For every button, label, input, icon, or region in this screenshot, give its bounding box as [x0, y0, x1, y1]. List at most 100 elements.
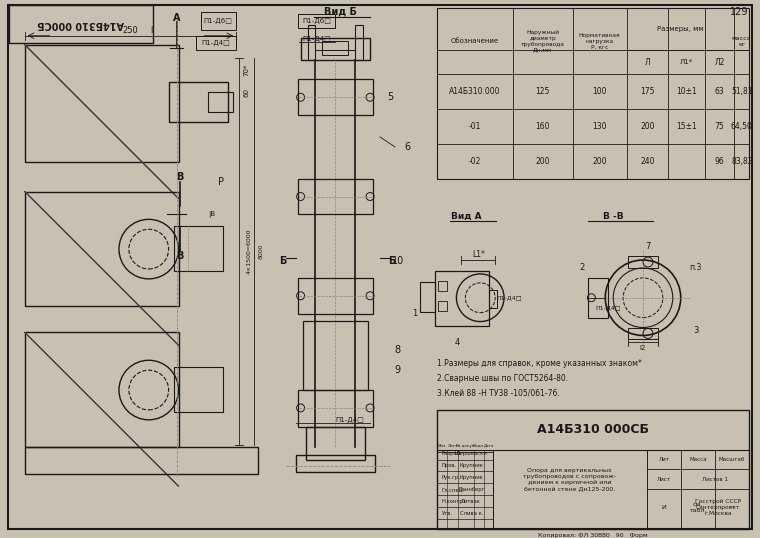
Text: Лит: Лит [658, 457, 670, 462]
Text: 3: 3 [693, 326, 698, 335]
Text: 7: 7 [645, 242, 651, 251]
Text: П1-Д4□: П1-Д4□ [596, 305, 621, 310]
Bar [628, 256, 658, 268]
Text: А14Б310 000СБ: А14Б310 000СБ [36, 19, 124, 29]
Text: Н.контр.: Н.контр. [442, 499, 465, 504]
Text: Копировал: ФЛ 30880   90   Форм: Копировал: ФЛ 30880 90 Форм [538, 534, 648, 538]
Bar [201, 12, 236, 30]
Bar [24, 192, 179, 306]
Bar [24, 447, 258, 475]
Text: Листов 1: Листов 1 [702, 477, 728, 482]
Text: Масштаб: Масштаб [719, 457, 746, 462]
Bar [489, 290, 497, 308]
Text: 75: 75 [714, 122, 724, 131]
Text: Лист: Лист [448, 444, 458, 448]
Bar [173, 226, 223, 271]
Text: L1*: L1* [472, 250, 485, 259]
Text: см.
табл.: см. табл. [689, 502, 707, 513]
Bar [322, 41, 348, 54]
Text: Слива к.: Слива к. [460, 511, 483, 515]
Text: 5: 5 [387, 92, 393, 102]
Text: Вид А: Вид А [451, 212, 482, 221]
Bar [436, 410, 749, 529]
Bar [302, 321, 368, 390]
Text: Подп.: Подп. [473, 444, 486, 448]
Bar [196, 36, 236, 49]
Bar [438, 281, 448, 291]
Text: 100: 100 [593, 87, 607, 96]
Bar [355, 25, 363, 60]
Bar [308, 25, 315, 60]
Text: 200: 200 [640, 122, 654, 131]
Bar [169, 82, 228, 122]
Text: 175: 175 [640, 87, 654, 96]
Text: Ваннберг: Ваннберг [458, 487, 484, 492]
Bar [298, 179, 373, 214]
Text: Крупник: Крупник [459, 463, 483, 468]
Text: 3.Клей 88 -Н ТУ38 -105/061-76.: 3.Клей 88 -Н ТУ38 -105/061-76. [436, 388, 559, 398]
Text: 130: 130 [593, 122, 607, 131]
Text: Крупник: Крупник [459, 475, 483, 480]
Text: Б: Б [388, 256, 396, 266]
Text: —: — [729, 505, 735, 509]
Text: Пров.: Пров. [442, 463, 457, 468]
Text: 160: 160 [536, 122, 550, 131]
Text: Л1*: Л1* [679, 59, 693, 65]
Text: 64,50: 64,50 [731, 122, 752, 131]
Text: Литвак: Литвак [461, 499, 481, 504]
Bar [9, 5, 153, 43]
Text: 51,81: 51,81 [731, 87, 752, 96]
Text: 9: 9 [394, 365, 401, 375]
Bar [296, 455, 375, 472]
Bar [628, 328, 658, 339]
Text: 1: 1 [412, 309, 417, 318]
Text: -02: -02 [469, 157, 481, 166]
Text: Опора для вертикальных
трубопроводов с сопровож-
дением к кирпичной или
бетонной: Опора для вертикальных трубопроводов с с… [523, 468, 616, 491]
Text: 200: 200 [536, 157, 550, 166]
Text: Разраб.: Разраб. [442, 451, 462, 456]
Text: п.3: п.3 [689, 264, 701, 272]
Bar [435, 271, 489, 325]
Text: П1-Д4□: П1-Д4□ [202, 40, 230, 46]
Text: Изм: Изм [438, 444, 446, 448]
Bar [306, 427, 365, 459]
Text: 125: 125 [536, 87, 550, 96]
Text: А14Б310.000: А14Б310.000 [449, 87, 501, 96]
Text: И: И [662, 505, 667, 509]
Text: 200: 200 [593, 157, 607, 166]
Bar [420, 282, 435, 312]
Bar [208, 93, 233, 112]
Text: 60: 60 [243, 88, 249, 97]
Text: П1-Д4□: П1-Д4□ [302, 36, 331, 42]
Bar [588, 278, 608, 317]
Bar [298, 80, 373, 115]
Text: Гл.спец.: Гл.спец. [442, 487, 464, 492]
Text: П1-Д6□: П1-Д6□ [204, 18, 233, 24]
Text: Госстрой СССР
Сантехпроект
г.Москва: Госстрой СССР Сантехпроект г.Москва [695, 499, 741, 515]
Text: П1-Д6□: П1-Д6□ [302, 18, 331, 24]
Text: 83,82: 83,82 [731, 157, 752, 166]
Text: Нормативная
нагрузка
Р, кгс: Нормативная нагрузка Р, кгс [578, 33, 620, 49]
Bar [298, 390, 373, 427]
Text: Л: Л [644, 58, 651, 67]
Text: Размеры, мм: Размеры, мм [657, 26, 704, 32]
Text: 250: 250 [122, 26, 138, 36]
Text: 129: 129 [730, 7, 749, 17]
Text: А14Б310 000СБ: А14Б310 000СБ [537, 423, 649, 436]
Text: Масса: Масса [689, 457, 707, 462]
Bar [24, 332, 179, 447]
Text: Лист: Лист [657, 477, 671, 482]
Text: В: В [176, 172, 183, 182]
Text: Дата: Дата [483, 444, 494, 448]
Bar [298, 14, 335, 28]
Text: В -В: В -В [603, 212, 623, 221]
Text: -01: -01 [469, 122, 481, 131]
Text: 10: 10 [391, 256, 404, 266]
Text: l: l [150, 26, 153, 36]
Bar [436, 8, 749, 179]
Bar [438, 301, 448, 310]
Text: П1-Д4□: П1-Д4□ [336, 417, 365, 423]
Text: 2.Сварные швы по ГОСТ5264-80.: 2.Сварные швы по ГОСТ5264-80. [436, 373, 568, 383]
Text: 63: 63 [714, 87, 724, 96]
Text: 15±1: 15±1 [676, 122, 697, 131]
